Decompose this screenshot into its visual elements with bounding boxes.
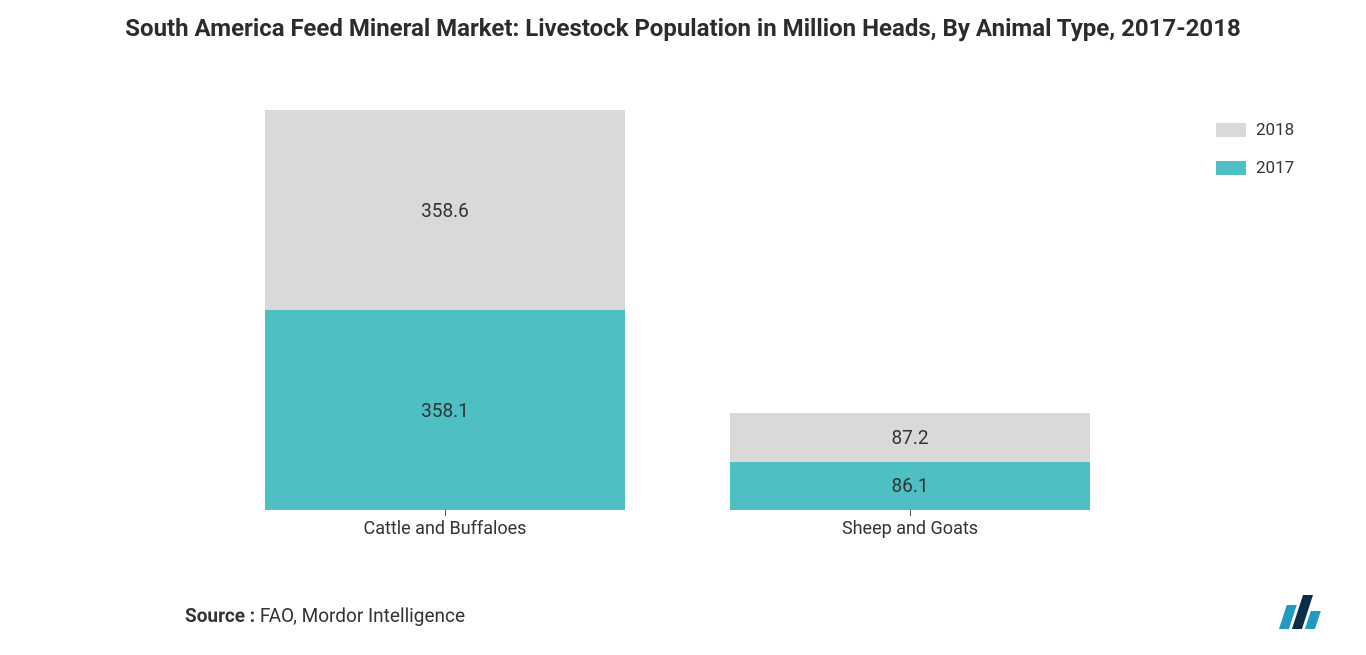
- bar-2018-cattle-buffaloes: 358.6: [265, 110, 625, 310]
- x-tick: [910, 510, 911, 516]
- source-label: Source :: [185, 604, 255, 627]
- x-category-label: Cattle and Buffaloes: [265, 518, 625, 539]
- value-label: 358.6: [265, 199, 625, 222]
- value-label: 86.1: [730, 474, 1090, 497]
- value-label: 358.1: [265, 399, 625, 422]
- bar-group-sheep-goats: 87.2 86.1: [730, 413, 1090, 510]
- legend-item-2018: 2018: [1216, 120, 1336, 140]
- source-text: FAO, Mordor Intelligence: [260, 604, 465, 627]
- legend-swatch: [1216, 161, 1246, 175]
- legend: 2018 2017: [1216, 120, 1336, 196]
- brand-logo-icon: [1276, 595, 1330, 633]
- plot-region: 358.6 358.1 87.2 86.1 Cattle and Buffalo…: [180, 110, 1110, 510]
- chart-area: 358.6 358.1 87.2 86.1 Cattle and Buffalo…: [180, 110, 1110, 540]
- legend-label: 2018: [1256, 120, 1294, 140]
- value-label: 87.2: [730, 426, 1090, 449]
- bar-2017-sheep-goats: 86.1: [730, 462, 1090, 510]
- chart-title: South America Feed Mineral Market: Lives…: [0, 0, 1366, 44]
- legend-label: 2017: [1256, 158, 1294, 178]
- bar-2017-cattle-buffaloes: 358.1: [265, 310, 625, 510]
- bar-group-cattle-buffaloes: 358.6 358.1: [265, 110, 625, 510]
- legend-item-2017: 2017: [1216, 158, 1336, 178]
- legend-swatch: [1216, 123, 1246, 137]
- x-category-label: Sheep and Goats: [730, 518, 1090, 539]
- bar-2018-sheep-goats: 87.2: [730, 413, 1090, 462]
- source-citation: Source : FAO, Mordor Intelligence: [185, 604, 465, 627]
- x-tick: [445, 510, 446, 516]
